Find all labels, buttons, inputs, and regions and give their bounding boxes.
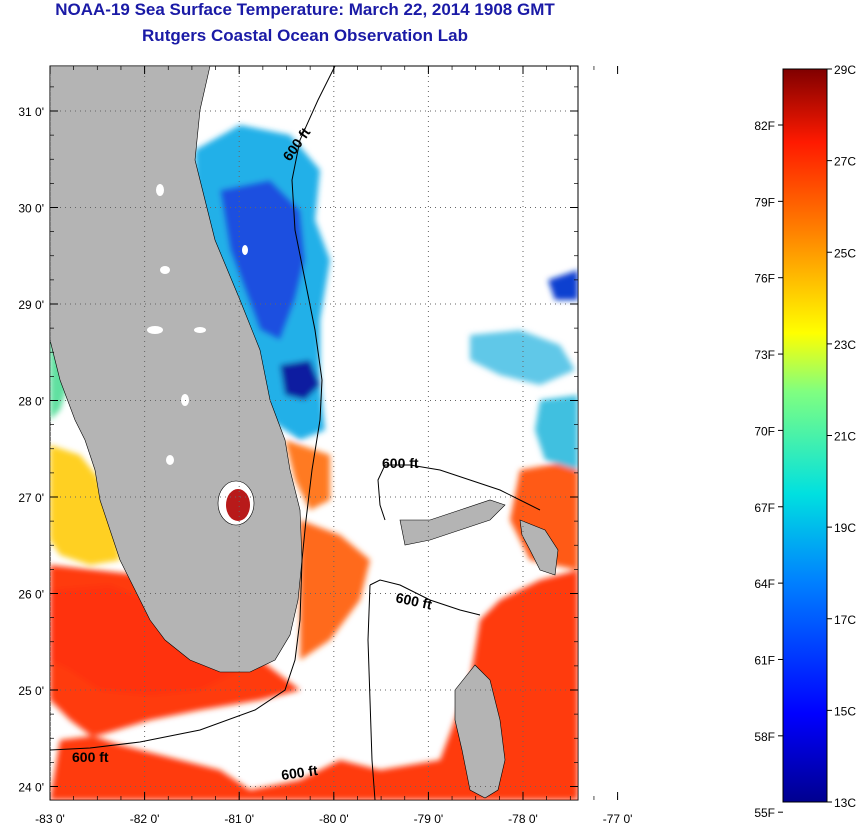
graticule <box>50 66 578 800</box>
colorbar-f-label: 76F <box>754 272 775 286</box>
contour-label-gulf: 600 ft <box>72 749 109 765</box>
colorbar-c-label: 25C <box>834 246 856 260</box>
contour-label-bahama-bank: 600 ft <box>382 455 419 471</box>
lat-tick-label: 28 0' <box>18 395 44 409</box>
lat-tick-label: 31 0' <box>18 105 44 119</box>
map-title: NOAA-19 Sea Surface Temperature: March 2… <box>55 0 555 19</box>
colorbar-c-label: 13C <box>834 796 856 810</box>
lat-tick-label: 29 0' <box>18 298 44 312</box>
depth-contours <box>50 66 541 800</box>
grand-bahama <box>399 499 506 546</box>
lon-tick-label: -80 0' <box>319 812 349 826</box>
sst-patch-east-cyan <box>535 395 578 470</box>
lat-tick-label: 27 0' <box>18 491 44 505</box>
inland-lake <box>242 245 248 255</box>
colorbar-f-label: 67F <box>754 501 775 515</box>
abaco <box>519 519 559 576</box>
colorbar-f-label: 73F <box>754 348 775 362</box>
colorbar-f-label: 55F <box>754 806 775 820</box>
colorbar-c-label: 15C <box>834 704 856 718</box>
inland-lake <box>147 326 163 334</box>
colorbar-c-label: 27C <box>834 155 856 169</box>
colorbar-c-label: 19C <box>834 521 856 535</box>
colorbar-f-label: 64F <box>754 577 775 591</box>
map-axes: 31 0' 30 0' 29 0' 28 0' 27 0' 26 0' 25 0' 24 0'… <box>18 66 632 826</box>
lake-okeechobee-sst <box>226 489 250 521</box>
sst-patch-straits-orange <box>300 520 370 660</box>
sst-patch-east-blue <box>548 270 578 300</box>
lon-tick-label: -81 0' <box>224 812 254 826</box>
lat-tick-label: 24 0' <box>18 781 44 795</box>
lon-tick-label: -77 0' <box>603 812 633 826</box>
map-subtitle: Rutgers Coastal Ocean Observation Lab <box>142 26 468 45</box>
inland-lake <box>194 327 206 333</box>
colorbar-f-label: 70F <box>754 424 775 438</box>
colorbar-gradient <box>782 68 828 803</box>
lon-tick-label: -83 0' <box>35 812 65 826</box>
contour-straits <box>367 579 481 800</box>
sst-patch-gulf-red <box>50 585 240 695</box>
contour-bahama-bank <box>377 464 541 521</box>
colorbar-c-label: 21C <box>834 430 856 444</box>
colorbar-ticks: 29C 27C 25C 23C 21C 19C 17C 15C 13C 82F 79F 76F 73F 7… <box>754 63 856 820</box>
contour-label-south: 600 ft <box>280 762 319 783</box>
lon-tick-label: -78 0' <box>508 812 538 826</box>
inland-lake <box>166 455 174 465</box>
lat-tick-label: 25 0' <box>18 684 44 698</box>
inland-lake <box>160 266 170 274</box>
lat-tick-label: 30 0' <box>18 202 44 216</box>
colorbar-c-label: 23C <box>834 338 856 352</box>
inland-lake <box>156 184 164 196</box>
colorbar-f-label: 79F <box>754 195 775 209</box>
sst-patch-atlantic-darkblue <box>280 360 320 400</box>
sst-patch-atlantic-blue <box>220 180 305 340</box>
colorbar-f-label: 58F <box>754 730 775 744</box>
sst-patch-florida-orange <box>285 440 330 510</box>
inland-lakes <box>147 184 248 465</box>
colorbar-c-label: 17C <box>834 613 856 627</box>
lon-tick-label: -79 0' <box>414 812 444 826</box>
contour-label-straits: 600 ft <box>394 589 433 612</box>
colorbar-c-label: 29C <box>834 63 856 77</box>
lat-tick-label: 26 0' <box>18 588 44 602</box>
sst-patch-west-yellow <box>50 445 120 565</box>
lon-tick-label: -82 0' <box>130 812 160 826</box>
colorbar-f-label: 61F <box>754 653 775 667</box>
contour-atlantic <box>50 66 336 751</box>
colorbar-f-label: 82F <box>754 119 775 133</box>
andros-island <box>454 664 506 799</box>
sst-patch-mid-cyan <box>470 330 575 385</box>
